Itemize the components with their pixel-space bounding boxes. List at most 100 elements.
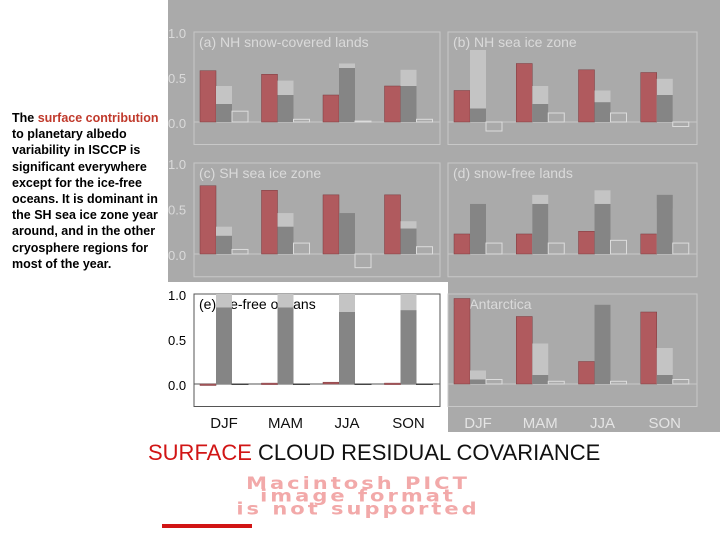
cloud-bar: [594, 102, 611, 122]
cloud-bar: [594, 203, 611, 254]
covariance-bar: [354, 383, 372, 385]
x-tick-label: SON: [648, 415, 681, 432]
cloud-bar: [470, 108, 486, 122]
cloud-bar: [532, 104, 549, 122]
x-tick-label: DJF: [464, 415, 492, 432]
cloud-bar: [277, 307, 294, 384]
cloud-bar: [339, 213, 355, 254]
covariance-bar: [485, 379, 503, 385]
covariance-bar: [416, 383, 433, 385]
surface-bar: [261, 382, 278, 385]
cloud-bar: [339, 312, 355, 384]
y-tick-label: 0.5: [168, 203, 186, 218]
x-tick-label: JJA: [590, 415, 615, 432]
surface-bar: [322, 194, 340, 255]
caption-title: SURFACE CLOUD RESIDUAL COVARIANCE: [148, 440, 600, 466]
y-tick-label: 0.0: [168, 116, 186, 131]
surface-bar: [640, 311, 657, 385]
cloud-bar: [532, 203, 549, 254]
covariance-bar: [672, 121, 690, 127]
surface-bar: [199, 70, 217, 123]
covariance-bar: [293, 118, 310, 123]
panel-title: (a) NH snow-covered lands: [199, 34, 369, 50]
covariance-bar: [672, 379, 690, 385]
surface-bar: [322, 381, 340, 385]
cloud-bar: [339, 68, 355, 122]
panel-frame: [193, 293, 441, 407]
cloud-bar: [656, 95, 673, 122]
surface-bar: [384, 194, 401, 255]
y-tick-label: 1.0: [168, 157, 186, 172]
covariance-bar: [354, 120, 372, 123]
panel-title: (c) SH sea ice zone: [199, 165, 321, 181]
surface-bar: [516, 63, 533, 123]
cloud-bar: [216, 104, 232, 122]
cloud-bar: [400, 228, 417, 254]
surface-bar: [199, 185, 217, 255]
residual-bar: [532, 343, 549, 384]
surface-bar: [578, 69, 595, 123]
pict-line: is not supported: [236, 499, 480, 519]
description-before: The: [12, 111, 38, 125]
x-tick-label: MAM: [268, 415, 303, 432]
x-tick-label: SON: [392, 415, 425, 432]
surface-bar: [199, 383, 217, 386]
cloud-bar: [216, 307, 232, 384]
covariance-bar: [231, 110, 249, 123]
x-tick-label: DJF: [210, 415, 238, 432]
covariance-bar: [416, 118, 433, 123]
covariance-bar: [547, 242, 565, 255]
y-tick-label: 0.5: [168, 71, 186, 86]
description-after: to planetary albedo variability in ISCCP…: [12, 127, 158, 271]
surface-bar: [516, 233, 533, 255]
covariance-bar: [293, 383, 310, 385]
cloud-bar: [277, 226, 294, 254]
covariance-bar: [293, 242, 310, 255]
panel-frame: [193, 162, 441, 278]
cloud-bar: [277, 95, 294, 122]
description-highlight: surface contribution: [37, 111, 159, 125]
covariance-bar: [231, 383, 249, 385]
covariance-bar: [485, 121, 503, 132]
covariance-bar: [547, 380, 565, 385]
surface-bar: [261, 74, 278, 123]
surface-bar: [384, 382, 401, 385]
surface-bar: [322, 94, 340, 123]
surface-bar: [384, 85, 401, 123]
covariance-bar: [354, 253, 372, 269]
x-tick-label: JJA: [334, 415, 359, 432]
covariance-bar: [610, 112, 627, 123]
panel-frame: [193, 31, 441, 145]
surface-bar: [261, 190, 278, 255]
cloud-bar: [400, 86, 417, 122]
covariance-bar: [231, 248, 249, 255]
cloud-bar: [532, 375, 549, 384]
covariance-bar: [672, 242, 690, 255]
caption-surface: SURFACE: [148, 440, 252, 465]
covariance-bar: [610, 239, 627, 255]
cloud-bar: [656, 194, 673, 254]
surface-bar: [640, 72, 657, 123]
cloud-bar: [470, 203, 486, 254]
pict-unsupported-message: Macintosh PICT image format is not suppo…: [48, 473, 668, 519]
pict-underline: [162, 524, 252, 528]
y-tick-label: 1.0: [168, 288, 186, 303]
panel-title: (b) NH sea ice zone: [453, 34, 577, 50]
covariance-bar: [416, 246, 433, 255]
covariance-bar: [547, 112, 565, 123]
panel-title: (d) snow-free lands: [453, 165, 573, 181]
y-tick-label: 0.5: [168, 333, 186, 348]
pict-line: Macintosh PICT: [246, 473, 470, 493]
surface-bar: [453, 233, 471, 255]
surface-bar: [453, 298, 471, 385]
panel-frame: [447, 293, 698, 407]
caption-rest: CLOUD RESIDUAL COVARIANCE: [251, 440, 601, 465]
cloud-bar: [400, 310, 417, 384]
y-tick-label: 1.0: [168, 26, 186, 41]
cloud-bar: [216, 235, 232, 254]
surface-bar: [640, 233, 657, 255]
x-tick-label: MAM: [523, 415, 558, 432]
y-tick-label: 0.0: [168, 248, 186, 263]
cloud-bar: [470, 379, 486, 384]
